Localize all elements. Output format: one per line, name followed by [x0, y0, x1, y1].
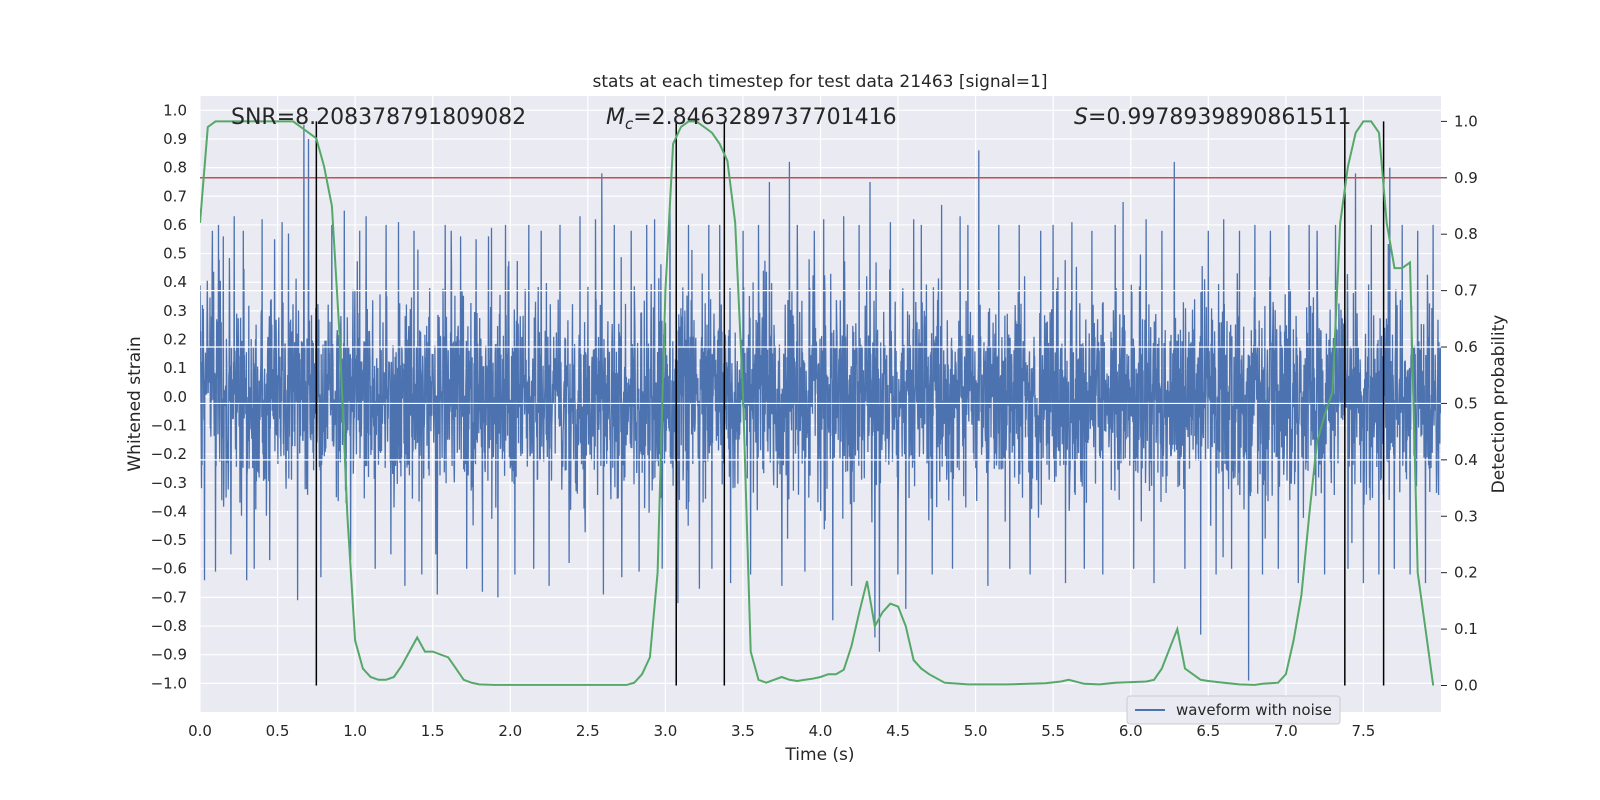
- s-annotation: S=0.9978939890861511: [1074, 105, 1351, 130]
- y-tick-label: −0.5: [151, 531, 187, 549]
- y2-tick-label: 0.9: [1454, 169, 1478, 187]
- overlay-lines: [200, 120, 1441, 686]
- snr-annotation: SNR=8.208378791809082: [231, 105, 526, 130]
- x-tick-label: 7.0: [1274, 722, 1298, 740]
- y-tick-label: 0.6: [163, 216, 187, 234]
- x-tick-label: 6.0: [1119, 722, 1143, 740]
- y2-tick-label: 0.0: [1454, 676, 1478, 694]
- y-tick-label: −0.8: [151, 617, 187, 635]
- y2-tick-label: 0.5: [1454, 394, 1478, 412]
- waveform-series: [200, 124, 1441, 681]
- y2-tick-label: 0.8: [1454, 225, 1478, 243]
- y-tick-label: 1.0: [163, 101, 187, 119]
- s-symbol: S: [1074, 105, 1088, 130]
- x-tick-label: 0.5: [266, 722, 290, 740]
- y-axis-label: Whitened strain: [125, 336, 145, 471]
- y-tick-label: −0.3: [151, 474, 187, 492]
- y2-tick-label: 0.3: [1454, 507, 1478, 525]
- y2-tick-label: 0.6: [1454, 338, 1478, 356]
- y-tick-label: 0.0: [163, 388, 187, 406]
- x-tick-label: 2.5: [576, 722, 600, 740]
- y-tick-label: 0.5: [163, 245, 187, 263]
- x-tick-label: 5.5: [1041, 722, 1065, 740]
- x-tick-label: 1.0: [343, 722, 367, 740]
- chirp-mass-subscript: c: [625, 115, 634, 133]
- y-tick-label: 0.2: [163, 331, 187, 349]
- detection-probability-line: [200, 120, 1435, 686]
- s-value: =0.9978939890861511: [1088, 105, 1351, 130]
- y-tick-label: −0.9: [151, 646, 187, 664]
- x-tick-label: 1.5: [421, 722, 445, 740]
- y2-tick-label: 0.4: [1454, 451, 1478, 469]
- y-tick-label: −0.1: [151, 416, 187, 434]
- x-tick-label: 4.0: [809, 722, 833, 740]
- y-tick-label: 0.3: [163, 302, 187, 320]
- y-tick-label: 0.9: [163, 130, 187, 148]
- chart-title: stats at each timestep for test data 214…: [593, 72, 1048, 92]
- chirp-mass-annotation: Mc=2.8463289737701416: [606, 105, 897, 133]
- x-tick-label: 3.0: [653, 722, 677, 740]
- x-tick-label: 4.5: [886, 722, 910, 740]
- y-tick-label: 0.8: [163, 159, 187, 177]
- y-tick-label: 0.7: [163, 187, 187, 205]
- y-tick-label: 0.1: [163, 359, 187, 377]
- y-tick-label: −0.7: [151, 588, 187, 606]
- detection-probability-gridlines: [200, 290, 1441, 461]
- y-tick-label: −0.2: [151, 445, 187, 463]
- y2-tick-label: 0.7: [1454, 282, 1478, 300]
- y2-tick-label: 0.2: [1454, 564, 1478, 582]
- legend-box: [1126, 695, 1341, 725]
- x-tick-label: 3.5: [731, 722, 755, 740]
- x-tick-label: 5.0: [964, 722, 988, 740]
- x-tick-label: 6.5: [1196, 722, 1220, 740]
- chirp-mass-value: =2.8463289737701416: [633, 105, 896, 130]
- chirp-mass-symbol: M: [606, 105, 625, 130]
- y2-tick-label: 1.0: [1454, 112, 1478, 130]
- x-axis-label: Time (s): [784, 745, 854, 765]
- legend: waveform with noise: [1126, 695, 1341, 725]
- tick-labels: 0.0 0.5 1.0 1.5 2.0 2.5 3.0 3.5 4.0 4.5 5.0 5.5 6.0 6…: [151, 101, 1478, 740]
- waveform-line: [200, 124, 1441, 681]
- y-tick-label: 0.4: [163, 273, 187, 291]
- y2-axis-label: Detection probability: [1489, 315, 1509, 494]
- x-tick-label: 2.0: [498, 722, 522, 740]
- x-tick-label: 0.0: [188, 722, 212, 740]
- legend-label: waveform with noise: [1176, 701, 1332, 719]
- y-tick-label: −0.6: [151, 560, 187, 578]
- y2-tick-label: 0.1: [1454, 620, 1478, 638]
- y-tick-label: −0.4: [151, 502, 187, 520]
- y-tick-label: −1.0: [151, 674, 187, 692]
- x-tick-label: 7.5: [1352, 722, 1376, 740]
